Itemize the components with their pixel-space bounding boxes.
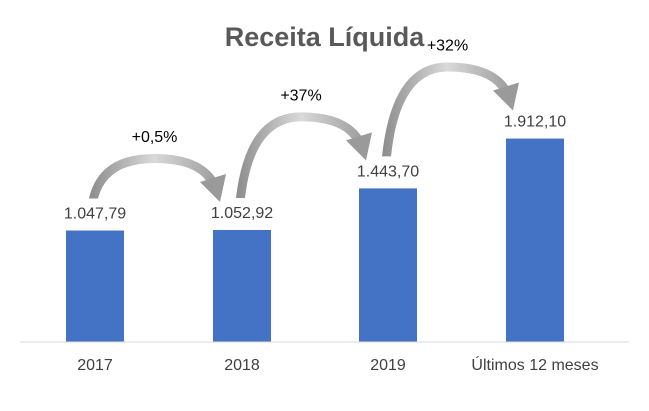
- bar-2018: [213, 229, 271, 342]
- growth-arrow: [89, 153, 220, 199]
- x-tick-label: 2017: [77, 357, 113, 374]
- bar-Últimos 12 meses: [506, 138, 564, 342]
- growth-arrow-head: [346, 132, 372, 161]
- bar-2019: [359, 188, 417, 342]
- x-tick-label: 2018: [224, 357, 260, 374]
- growth-label: +32%: [427, 38, 468, 55]
- growth-arrow-head: [493, 82, 519, 111]
- growth-arrow: [236, 112, 366, 198]
- growth-arrow: [382, 62, 513, 157]
- growth-arrow-head: [200, 173, 226, 202]
- data-label-Últimos 12 meses: 1.912,10: [504, 114, 566, 131]
- x-tick-label: 2019: [370, 357, 406, 374]
- data-label-2017: 1.047,79: [64, 206, 126, 223]
- data-label-2019: 1.443,70: [357, 163, 419, 180]
- x-tick-label: Últimos 12 meses: [471, 355, 598, 374]
- growth-label: +37%: [280, 87, 321, 104]
- bar-2017: [66, 230, 124, 342]
- data-label-2018: 1.052,92: [211, 205, 273, 222]
- chart-title: Receita Líquida: [224, 22, 425, 52]
- growth-label: +0,5%: [132, 129, 178, 146]
